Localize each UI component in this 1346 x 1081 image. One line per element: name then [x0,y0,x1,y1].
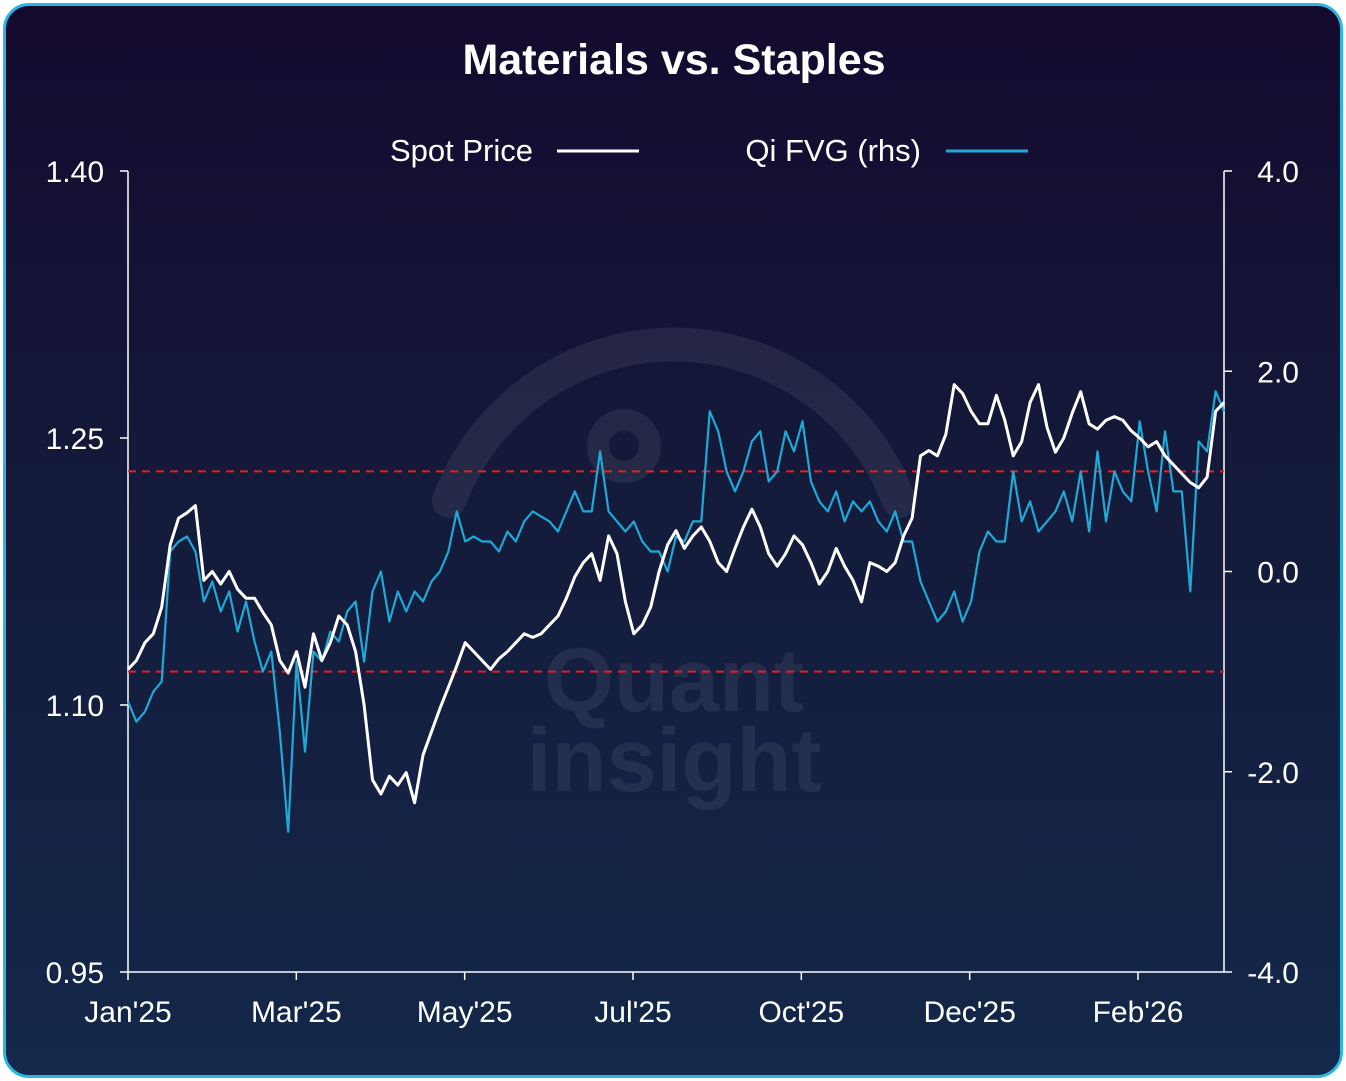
watermark: Quant insight [432,327,916,811]
right-tick-label: 0.0 [1257,557,1299,590]
series-lines [126,383,1226,833]
x-tick-label: Mar'25 [251,996,342,1029]
left-tick-label: 0.95 [46,957,104,990]
chart-frame: Quant insight Materials vs. Staples Spot… [3,3,1343,1078]
right-tick-label: -2.0 [1247,757,1299,790]
axes: 1.40 1.25 1.10 0.95 4.0 2.0 0.0 -2.0 -4.0 Jan'25 M… [46,156,1299,1029]
right-tick-label: -4.0 [1247,957,1299,990]
right-tick-label: 2.0 [1257,356,1299,389]
reference-lines [128,470,1224,673]
left-tick-label: 1.40 [46,156,104,189]
watermark-line-2: insight [527,711,822,811]
chart-title: Materials vs. Staples [462,36,885,84]
x-tick-label: Jan'25 [84,996,171,1029]
spot-price-line [126,383,1226,805]
x-tick-label: Feb'26 [1093,996,1184,1029]
x-tick-label: May'25 [417,996,513,1029]
qi-fvg-line [126,390,1226,833]
left-tick-label: 1.25 [46,423,104,456]
x-tick-label: Jul'25 [594,996,671,1029]
x-tick-label: Oct'25 [758,996,844,1029]
legend-label-spot: Spot Price [390,133,533,168]
watermark-dot [587,409,661,483]
watermark-arc [432,327,916,518]
watermark-line-1: Quant [544,631,804,731]
chart-svg: Quant insight Materials vs. Staples Spot… [46,36,1299,1029]
left-tick-label: 1.10 [46,690,104,723]
legend: Spot Price Qi FVG (rhs) [390,133,1028,168]
legend-label-fvg: Qi FVG (rhs) [745,133,921,168]
right-tick-label: 4.0 [1257,156,1299,189]
x-tick-label: Dec'25 [923,996,1015,1029]
